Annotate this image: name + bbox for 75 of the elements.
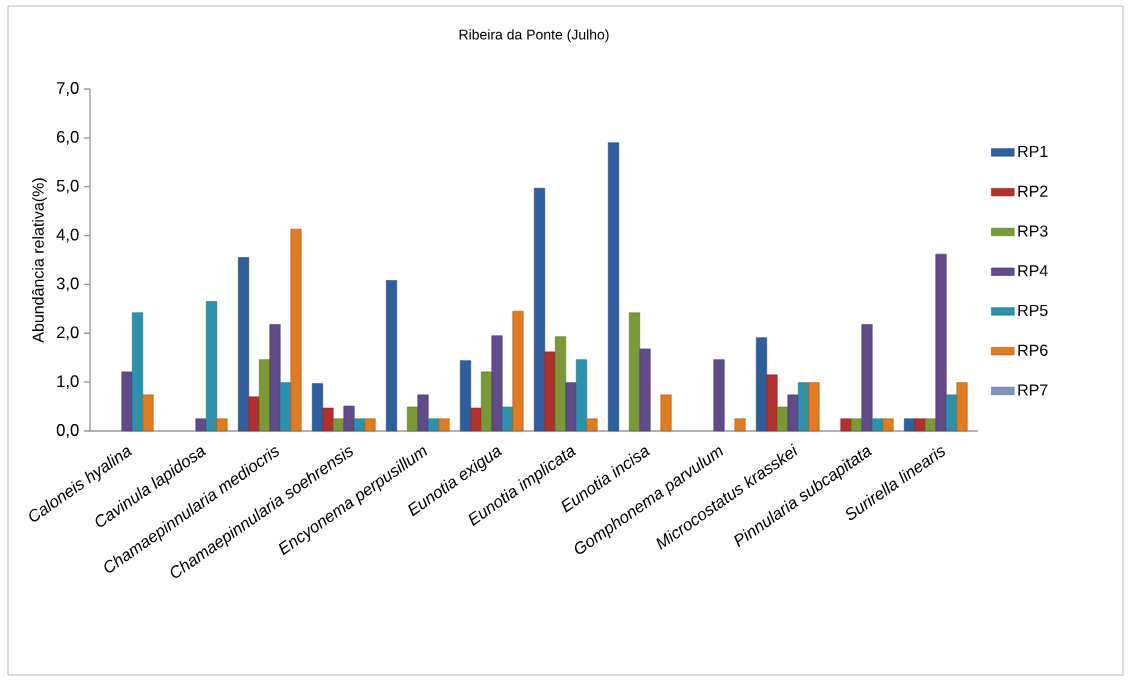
- bar: [903, 418, 916, 432]
- bar: [343, 405, 355, 432]
- bar: [914, 418, 926, 432]
- bar: [797, 382, 810, 432]
- bar: [332, 418, 345, 432]
- bar: [639, 348, 651, 432]
- bar: [491, 335, 503, 432]
- bar: [533, 187, 546, 432]
- bar: [269, 324, 281, 432]
- bar: [470, 407, 482, 432]
- legend-label: RP7: [1018, 384, 1048, 396]
- legend-label: RP4: [1018, 265, 1048, 277]
- bar: [840, 418, 852, 432]
- bar: [628, 312, 641, 432]
- bar: [205, 301, 218, 432]
- bar: [861, 324, 873, 432]
- bar: [258, 359, 271, 432]
- bar: [142, 394, 154, 432]
- y-tick-label: 4,0: [56, 228, 79, 243]
- bar: [945, 394, 958, 432]
- bar: [554, 336, 567, 432]
- bar: [322, 407, 334, 432]
- bar: [353, 418, 366, 432]
- bar: [385, 280, 398, 432]
- y-axis-title: Abundância relativa(%): [32, 178, 47, 343]
- y-tick-label: 6,0: [56, 130, 79, 145]
- y-tick-label: 1,0: [57, 375, 79, 390]
- legend-label: RP2: [1018, 185, 1048, 197]
- bar: [776, 406, 789, 432]
- bar: [501, 406, 514, 432]
- bar: [438, 418, 450, 432]
- bar: [216, 418, 228, 432]
- bar: [575, 359, 588, 432]
- bar: [882, 418, 894, 432]
- bar: [850, 418, 863, 432]
- bar: [417, 394, 429, 432]
- bar: [734, 418, 746, 432]
- bar: [237, 257, 250, 432]
- bar: [311, 383, 324, 432]
- bar: [755, 337, 768, 432]
- bar: [131, 312, 144, 432]
- legend-label: RP6: [1018, 344, 1048, 356]
- bar: [871, 418, 884, 432]
- bar: [956, 382, 968, 432]
- bar: [565, 382, 577, 432]
- bar: [512, 311, 524, 432]
- bar: [480, 371, 493, 432]
- bar: [544, 351, 556, 432]
- bar: [713, 359, 725, 432]
- bar: [766, 374, 778, 432]
- y-tick-label: 2,0: [56, 326, 79, 341]
- bar: [924, 418, 937, 432]
- y-tick-label: 3,0: [56, 277, 79, 292]
- y-tick-label: 0,0: [56, 424, 79, 438]
- bar: [248, 396, 260, 432]
- y-tick-label: 7,0: [56, 82, 79, 96]
- bar: [427, 418, 440, 432]
- legend-label: RP3: [1018, 225, 1048, 237]
- bar: [660, 394, 672, 432]
- bar: [459, 360, 472, 432]
- bar: [364, 418, 376, 432]
- legend-label: RP5: [1018, 304, 1048, 317]
- bar: [406, 406, 419, 432]
- bar: [290, 228, 302, 432]
- bar: [586, 418, 598, 432]
- bar: [121, 371, 133, 432]
- bar: [195, 418, 207, 432]
- y-tick-label: 5,0: [56, 179, 79, 194]
- bar: [808, 382, 820, 432]
- bar: [607, 142, 620, 432]
- legend-label: RP1: [1018, 145, 1048, 157]
- bar: [935, 253, 947, 432]
- chart-title: Ribeira da Ponte (Julho): [459, 29, 609, 43]
- bar: [787, 394, 799, 432]
- bar: [279, 382, 292, 432]
